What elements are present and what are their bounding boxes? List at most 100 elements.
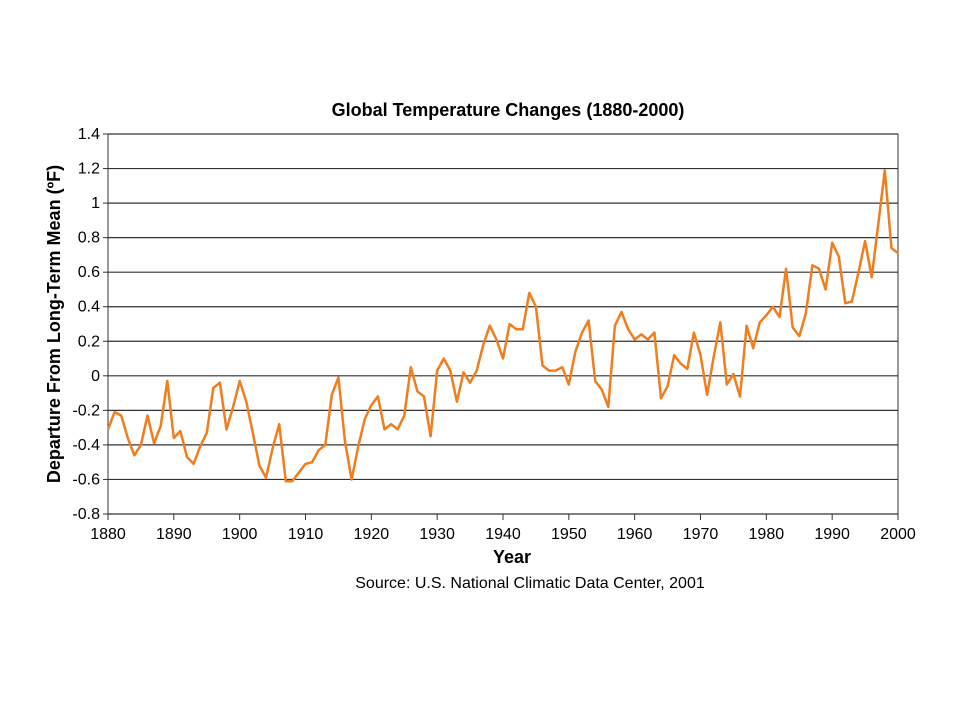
data-point: [311, 461, 313, 464]
data-point: [337, 376, 340, 379]
data-point: [864, 240, 866, 242]
data-point: [778, 316, 781, 318]
data-point: [291, 480, 294, 483]
data-point: [317, 449, 320, 451]
x-axis: 1880 1890 1900 1910 1920 1930 1940 1950 1960 1970…: [90, 514, 916, 543]
data-point: [699, 354, 702, 356]
data-point: [666, 385, 669, 388]
data-point: [587, 319, 590, 322]
data-point: [364, 418, 366, 420]
data-point: [818, 267, 820, 270]
data-point: [627, 328, 629, 331]
data-point: [403, 414, 406, 417]
data-points: [107, 169, 899, 483]
data-point: [133, 454, 136, 457]
data-point: [331, 394, 333, 396]
data-point: [693, 331, 695, 334]
data-point: [660, 397, 662, 400]
data-point: [456, 400, 458, 403]
data-point: [515, 328, 517, 331]
data-point: [350, 478, 353, 481]
x-tick-label: 2000: [880, 526, 916, 543]
data-point: [285, 480, 287, 483]
data-point: [752, 347, 754, 350]
data-point: [383, 428, 386, 431]
data-point: [877, 223, 880, 225]
data-point: [673, 354, 675, 356]
y-tick-label: 0: [91, 368, 100, 385]
data-point: [528, 292, 531, 294]
data-point: [495, 338, 498, 341]
data-point: [278, 423, 281, 426]
data-point: [396, 428, 399, 431]
data-point: [785, 267, 787, 270]
data-point: [791, 326, 794, 329]
y-tick-label: -0.6: [72, 471, 100, 488]
data-point: [475, 369, 478, 372]
data-point: [574, 350, 577, 353]
data-point: [805, 312, 807, 315]
data-point: [199, 445, 201, 448]
data-point: [647, 338, 649, 341]
data-point: [614, 324, 616, 327]
data-point: [554, 369, 557, 372]
y-tick-label: 1.4: [78, 126, 100, 143]
data-point: [423, 395, 425, 398]
data-point: [732, 373, 735, 375]
data-point: [225, 428, 228, 431]
data-point: [324, 444, 327, 446]
data-point: [265, 476, 267, 479]
source-note: Source: U.S. National Climatic Data Cent…: [355, 575, 705, 592]
x-tick-label: 1990: [814, 526, 850, 543]
data-point: [739, 395, 741, 398]
data-point: [522, 328, 524, 331]
y-tick-label: 0.2: [78, 333, 100, 350]
x-tick-label: 1890: [156, 526, 192, 543]
y-tick-label: -0.4: [72, 437, 100, 454]
data-point: [502, 357, 504, 360]
x-tick-label: 1910: [288, 526, 324, 543]
data-point: [772, 305, 774, 308]
data-point: [153, 442, 155, 445]
data-point: [219, 381, 221, 384]
data-point: [890, 247, 893, 249]
data-point: [252, 432, 254, 434]
y-axis: 1.4 1.2 1 0.8 0.6 0.4 0.2 0 -0.2 -0.4 -0.6 -0.8: [72, 126, 108, 523]
data-point: [212, 387, 215, 389]
data-point: [857, 271, 860, 274]
x-tick-label: 1980: [749, 526, 785, 543]
data-point: [851, 300, 853, 303]
data-point: [765, 314, 768, 317]
data-point: [620, 311, 623, 313]
data-point: [238, 380, 241, 382]
x-tick-label: 1880: [90, 526, 126, 543]
data-point: [232, 406, 234, 408]
data-point: [192, 463, 195, 465]
data-point: [535, 305, 537, 308]
data-point: [173, 437, 175, 439]
data-point: [508, 323, 511, 325]
data-point: [140, 444, 142, 446]
data-point: [489, 324, 491, 327]
data-point: [548, 369, 550, 372]
x-tick-label: 1930: [419, 526, 455, 543]
y-tick-label: 0.6: [78, 264, 100, 281]
x-tick-label: 1900: [222, 526, 258, 543]
x-tick-label: 1940: [485, 526, 521, 543]
data-point: [633, 338, 636, 341]
data-point: [870, 276, 873, 279]
data-point: [745, 324, 748, 327]
data-point: [436, 369, 439, 372]
data-point: [370, 404, 373, 407]
data-point: [811, 264, 814, 267]
data-point: [357, 445, 360, 448]
data-point: [581, 331, 583, 334]
data-point: [416, 390, 419, 393]
data-point: [594, 380, 596, 382]
y-axis-title: Departure From Long-Term Mean (ºF): [44, 165, 64, 483]
data-point: [712, 356, 715, 358]
data-point: [206, 432, 208, 434]
data-point: [443, 357, 445, 360]
data-point: [831, 242, 833, 244]
data-point: [824, 288, 827, 291]
